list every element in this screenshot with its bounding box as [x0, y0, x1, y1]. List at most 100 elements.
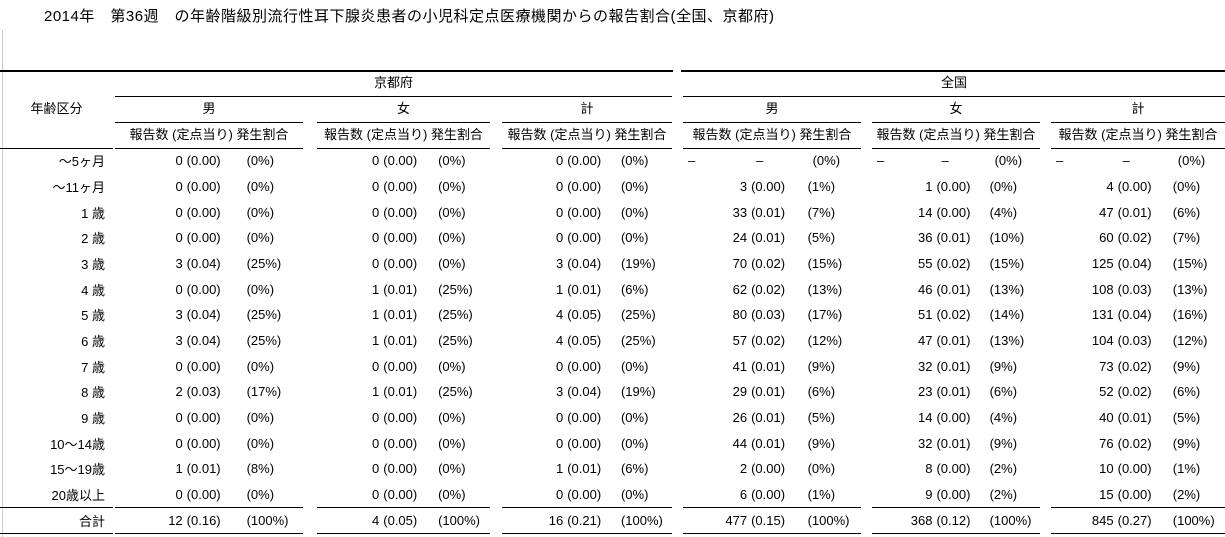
share-percent: (25%): [620, 307, 656, 323]
per-sentinel-rate: (0.00): [1117, 178, 1152, 194]
share-percent: (100%): [989, 512, 1032, 528]
report-count: 0: [372, 204, 380, 220]
cell-national-female: – – (0%): [872, 148, 1040, 174]
report-count: 1: [925, 178, 933, 194]
per-sentinel-rate: (0.01): [1117, 409, 1152, 425]
cell-kyoto-total: 16 (0.21) (100%): [502, 507, 672, 533]
report-count: 32: [918, 435, 933, 451]
cell-national-total: 131 (0.04) (16%): [1051, 302, 1225, 328]
report-count: 0: [555, 409, 564, 425]
report-count: 0: [372, 486, 380, 502]
cell-kyoto-male: 0 (0.00) (0%): [115, 405, 303, 431]
per-sentinel-rate: (0.00): [751, 461, 786, 477]
table-row: 6 歳 3 (0.04) (25%) 1 (0.01) (25%) 4 (0.05) (25%) 5…: [0, 328, 1225, 354]
cell-kyoto-total: 3 (0.04) (19%): [502, 251, 672, 277]
rule-line: [115, 121, 303, 123]
report-count: 0: [372, 178, 380, 194]
report-count: 131: [1091, 307, 1114, 323]
share-percent: (0%): [812, 153, 841, 169]
per-sentinel-rate: (0.01): [383, 307, 418, 323]
report-count: 23: [918, 384, 933, 400]
cell-national-total: 104 (0.03) (12%): [1051, 328, 1225, 354]
report-count: 1: [372, 332, 380, 348]
metric-header-national-female: 報告数 (定点当り) 発生割合: [876, 127, 1036, 142]
share-percent: (100%): [620, 512, 663, 528]
report-count: 12: [168, 512, 183, 528]
cell-national-female: 51 (0.02) (14%): [872, 302, 1040, 328]
report-count: 76: [1099, 435, 1114, 451]
cell-kyoto-male: 0 (0.00) (0%): [115, 430, 303, 456]
cell-national-total: 4 (0.00) (0%): [1051, 174, 1225, 200]
rule-line: [317, 147, 490, 149]
age-label: 3 歳: [81, 256, 105, 272]
report-count: 0: [555, 178, 564, 194]
cell-kyoto-female: 0 (0.00) (0%): [317, 251, 490, 277]
per-sentinel-rate: (0.27): [1117, 512, 1152, 528]
cell-kyoto-total: 0 (0.00) (0%): [502, 174, 672, 200]
share-percent: (0%): [620, 358, 649, 374]
share-percent: (9%): [989, 435, 1018, 451]
report-count: –: [1056, 153, 1064, 169]
per-sentinel-rate: (0.00): [383, 461, 418, 477]
cell-national-total: 10 (0.00) (1%): [1051, 456, 1225, 482]
share-percent: (8%): [246, 461, 275, 477]
cell-kyoto-total: 0 (0.00) (0%): [502, 353, 672, 379]
per-sentinel-rate: –: [941, 153, 949, 169]
cell-national-total: – – (0%): [1051, 148, 1225, 174]
table-row: 2 歳 0 (0.00) (0%) 0 (0.00) (0%) 0 (0.00) (0%) 24 (0…: [0, 225, 1225, 251]
report-count: 46: [918, 281, 933, 297]
report-count: 0: [372, 230, 380, 246]
report-count: –: [877, 153, 885, 169]
cell-national-male: 3 (0.00) (1%): [683, 174, 861, 200]
per-sentinel-rate: (0.00): [186, 153, 221, 169]
report-count: 4: [1106, 178, 1114, 194]
share-percent: (0%): [438, 204, 466, 220]
share-percent: (25%): [246, 332, 282, 348]
share-percent: (0%): [438, 409, 466, 425]
rule-line: [115, 506, 303, 508]
rule-line: [317, 506, 490, 508]
per-sentinel-rate: (0.04): [1117, 307, 1152, 323]
table-row: 8 歳 2 (0.03) (17%) 1 (0.01) (25%) 3 (0.04) (19%) 2…: [0, 379, 1225, 405]
cell-kyoto-male: 0 (0.00) (0%): [115, 276, 303, 302]
per-sentinel-rate: (0.01): [751, 358, 786, 374]
report-count: 14: [918, 409, 933, 425]
rule-line: [115, 95, 672, 97]
per-sentinel-rate: (0.05): [567, 332, 602, 348]
report-count: 47: [918, 332, 933, 348]
per-sentinel-rate: (0.01): [751, 204, 786, 220]
rule-line: [681, 70, 1225, 72]
per-sentinel-rate: (0.00): [383, 204, 418, 220]
share-percent: (0%): [438, 230, 466, 246]
rule-line: [872, 121, 1040, 123]
rule-line: [502, 147, 672, 149]
cell-kyoto-total: 0 (0.00) (0%): [502, 430, 672, 456]
report-count: 4: [372, 512, 380, 528]
total-row: 合計 12 (0.16) (100%) 4 (0.05) (100%) 16 (0.21) (10…: [0, 507, 1225, 533]
report-count: 33: [732, 204, 748, 220]
per-sentinel-rate: –: [1122, 153, 1130, 169]
share-percent: (14%): [989, 307, 1025, 323]
report-count: 0: [372, 435, 380, 451]
share-percent: (0%): [246, 153, 275, 169]
cell-national-male: 41 (0.01) (9%): [683, 353, 861, 379]
metric-header-kyoto-total: 報告数 (定点当り) 発生割合: [507, 127, 667, 142]
per-sentinel-rate: (0.01): [751, 435, 786, 451]
per-sentinel-rate: (0.04): [186, 307, 221, 323]
per-sentinel-rate: (0.03): [1117, 281, 1152, 297]
table-row: 4 歳 0 (0.00) (0%) 1 (0.01) (25%) 1 (0.01) (6%) 62(…: [0, 276, 1225, 302]
share-percent: (1%): [1172, 461, 1201, 477]
share-percent: (15%): [1172, 255, 1208, 271]
per-sentinel-rate: (0.00): [186, 409, 221, 425]
report-count: 57: [732, 332, 748, 348]
cell-kyoto-male: 3 (0.04) (25%): [115, 251, 303, 277]
share-percent: (0%): [246, 358, 275, 374]
table-row: 7 歳 0 (0.00) (0%) 0 (0.00) (0%) 0 (0.00) (0%) 41 (0…: [0, 353, 1225, 379]
share-percent: (15%): [989, 255, 1025, 271]
region-header-national: 全国: [940, 75, 967, 90]
age-label: 1 歳: [81, 205, 105, 221]
cell-kyoto-male: 2 (0.03) (17%): [115, 379, 303, 405]
share-percent: (0%): [246, 204, 275, 220]
cell-national-female: 47 (0.01) (13%): [872, 328, 1040, 354]
per-sentinel-rate: (0.00): [383, 230, 418, 246]
